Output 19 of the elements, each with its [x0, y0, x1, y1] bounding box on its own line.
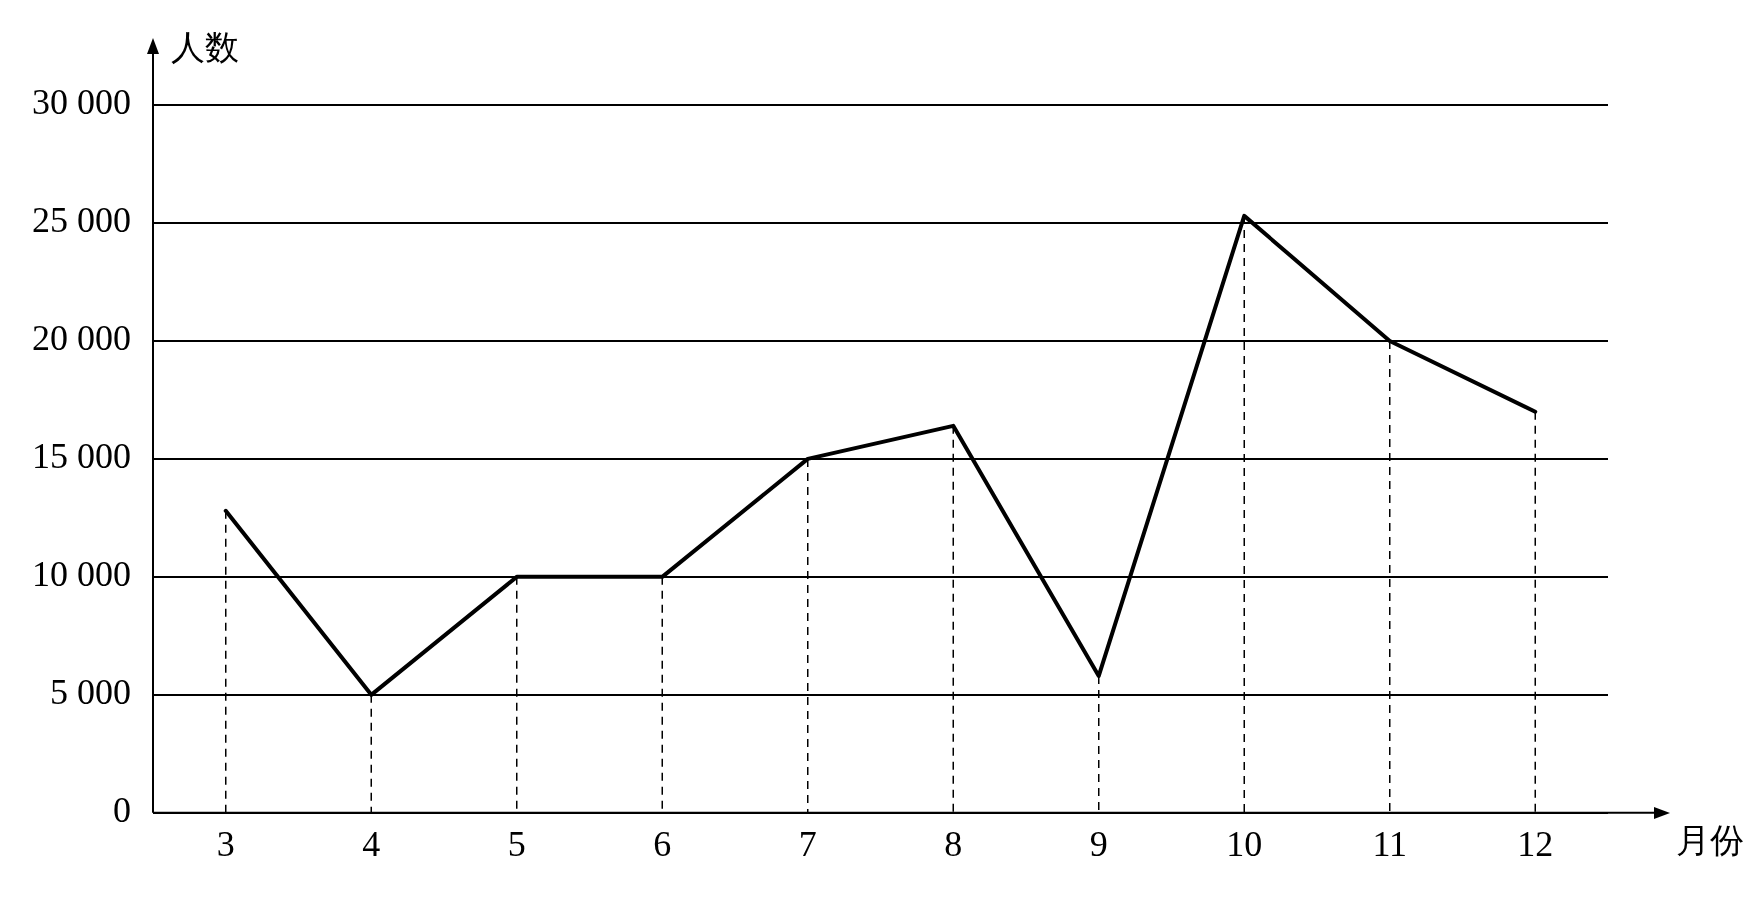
x-tick-label: 5 [507, 823, 526, 864]
x-axis-title: 月份 [1676, 821, 1744, 859]
x-tick-label: 8 [944, 823, 963, 864]
y-tick-label: 5 000 [50, 672, 131, 713]
x-tick-label: 4 [362, 823, 381, 864]
y-tick-label: 10 000 [32, 554, 131, 595]
y-axis-title: 人数 [171, 28, 239, 66]
y-tick-label: 25 000 [32, 200, 131, 241]
y-tick-label: 0 [113, 790, 131, 831]
y-tick-label: 30 000 [32, 82, 131, 123]
x-tick-label: 9 [1089, 823, 1108, 864]
x-tick-label: 6 [653, 823, 672, 864]
x-tick-label: 11 [1372, 823, 1408, 864]
x-tick-label: 3 [216, 823, 235, 864]
y-tick-label: 15 000 [32, 436, 131, 477]
x-tick-label: 7 [798, 823, 817, 864]
x-tick-label: 10 [1226, 823, 1263, 864]
x-tick-label: 12 [1517, 823, 1554, 864]
y-tick-label: 20 000 [32, 318, 131, 359]
